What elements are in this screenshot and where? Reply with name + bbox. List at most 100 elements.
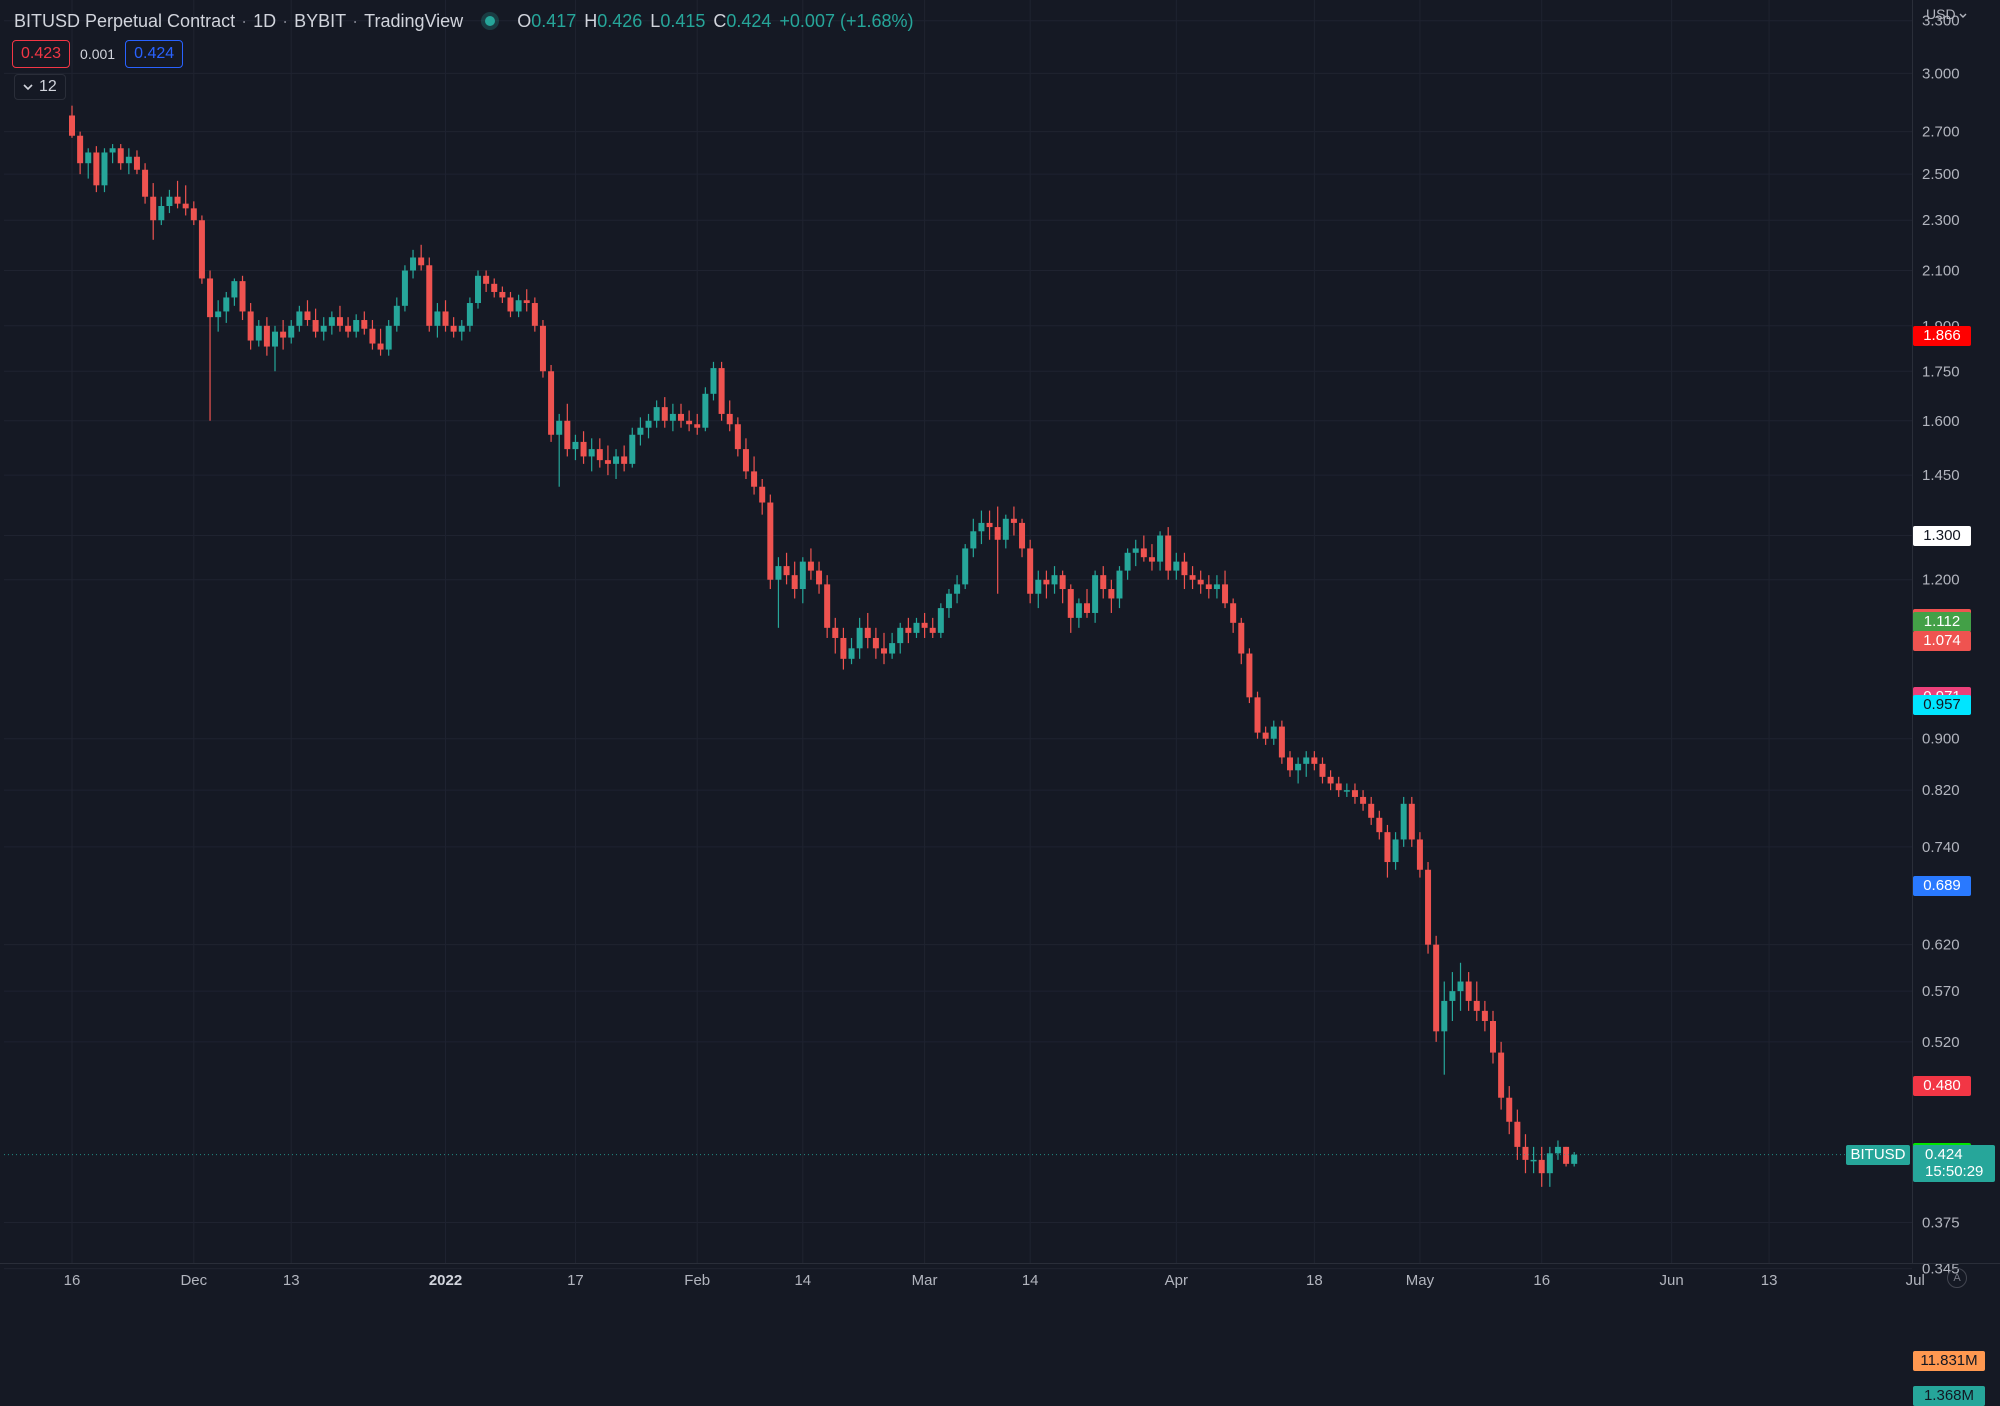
bid-price-button[interactable]: 0.423 <box>12 40 70 68</box>
candle-body <box>629 435 635 464</box>
time-tick-label: 14 <box>1022 1272 1039 1289</box>
time-tick-label: 13 <box>1761 1272 1778 1289</box>
chevron-down-icon <box>1959 13 1967 19</box>
candle-body <box>962 548 968 584</box>
price-tick-label: 3.000 <box>1922 65 1960 82</box>
candle-body <box>784 566 790 575</box>
ask-price-button[interactable]: 0.424 <box>125 40 183 68</box>
candle-body <box>418 258 424 266</box>
time-tick-label: 2022 <box>429 1272 462 1289</box>
price-scale-badge: 11.831M <box>1913 1351 1985 1371</box>
candle-body <box>280 332 286 338</box>
candle-body <box>832 628 838 638</box>
candle-body <box>1482 1011 1488 1021</box>
bar-countdown: 15:50:29 <box>1913 1163 1995 1180</box>
candle-body <box>1360 797 1366 804</box>
candle-body <box>881 648 887 653</box>
price-scale[interactable]: 3.6003.3003.0002.7002.5002.3002.1001.900… <box>1912 0 2000 1311</box>
candle-body <box>142 170 148 197</box>
candle-body <box>1092 575 1098 613</box>
candle-body <box>613 456 619 463</box>
candle-body <box>191 208 197 220</box>
candle-body <box>183 204 189 209</box>
price-tick-label: 0.900 <box>1922 731 1960 748</box>
candle-body <box>1263 733 1269 739</box>
candle-body <box>735 424 741 449</box>
candle-body <box>710 368 716 394</box>
currency-selector[interactable]: USD <box>1926 6 1967 22</box>
time-tick-label: 13 <box>283 1272 300 1289</box>
indicators-toggle-button[interactable]: 12 <box>14 74 66 100</box>
time-tick-label: 16 <box>1533 1272 1550 1289</box>
price-tick-label: 1.600 <box>1922 413 1960 430</box>
candle-body <box>215 311 221 317</box>
candle-body <box>1506 1098 1512 1122</box>
candle-body <box>1133 548 1139 552</box>
candle-body <box>1474 1001 1480 1011</box>
candle-body <box>459 326 465 332</box>
time-tick-label: Mar <box>912 1272 938 1289</box>
candle-body <box>970 531 976 548</box>
auto-scale-button[interactable]: A <box>1947 1268 1967 1288</box>
price-scale-background <box>1912 0 2000 1311</box>
time-tick-label: 18 <box>1306 1272 1323 1289</box>
candle-body <box>913 623 919 633</box>
candle-body <box>1295 764 1301 770</box>
candle-body <box>743 449 749 471</box>
candle-body <box>792 575 798 589</box>
candle-body <box>637 428 643 435</box>
candle-body <box>775 566 781 580</box>
candle-body <box>443 311 449 325</box>
candle-body <box>1449 991 1455 1001</box>
candle-body <box>329 317 335 326</box>
candle-body <box>524 300 530 303</box>
candle-body <box>1027 548 1033 593</box>
candle-body <box>207 278 213 317</box>
candle-body <box>800 562 806 589</box>
candle-body <box>150 197 156 221</box>
candle-body <box>605 460 611 464</box>
time-tick-label: 17 <box>567 1272 584 1289</box>
candle-body <box>1271 727 1277 739</box>
candle-body <box>110 148 116 152</box>
candle-body <box>134 157 140 170</box>
symbol-title[interactable]: BITUSD Perpetual Contract <box>14 11 235 32</box>
candle-body <box>93 152 99 185</box>
low-key: L <box>650 11 660 32</box>
candle-body <box>556 421 562 435</box>
candle-body <box>930 628 936 633</box>
legend-separator: · <box>352 11 358 32</box>
candle-body <box>321 326 327 332</box>
price-tick-label: 1.200 <box>1922 572 1960 589</box>
candles <box>69 106 1577 1187</box>
interval-label[interactable]: 1D <box>253 11 276 32</box>
currency-label: USD <box>1926 6 1956 22</box>
candle-body <box>849 648 855 659</box>
candle-body <box>865 628 871 638</box>
candle-body <box>1319 764 1325 777</box>
price-tick-label: 0.820 <box>1922 782 1960 799</box>
candle-body <box>175 197 181 204</box>
candle-body <box>938 608 944 633</box>
candle-body <box>126 157 132 163</box>
candle-body <box>1222 584 1228 603</box>
price-chart[interactable]: 3.6003.3003.0002.7002.5002.3002.1001.900… <box>0 0 2000 1311</box>
time-tick-label: Jun <box>1660 1272 1684 1289</box>
exchange-label: BYBIT <box>294 11 346 32</box>
candle-body <box>1425 870 1431 945</box>
candle-body <box>516 300 522 311</box>
candle-body <box>1328 777 1334 784</box>
candle-body <box>394 306 400 326</box>
bid-ask-panel: 0.423 0.001 0.424 <box>12 39 183 69</box>
candle-body <box>166 197 172 206</box>
candle-body <box>589 449 595 456</box>
candle-body <box>256 326 262 341</box>
candle-body <box>272 332 278 347</box>
candle-body <box>410 258 416 271</box>
candle-body <box>1246 654 1252 698</box>
candle-body <box>288 326 294 338</box>
candle-body <box>1230 603 1236 623</box>
candle-body <box>304 311 310 320</box>
market-status-icon[interactable] <box>485 16 495 26</box>
